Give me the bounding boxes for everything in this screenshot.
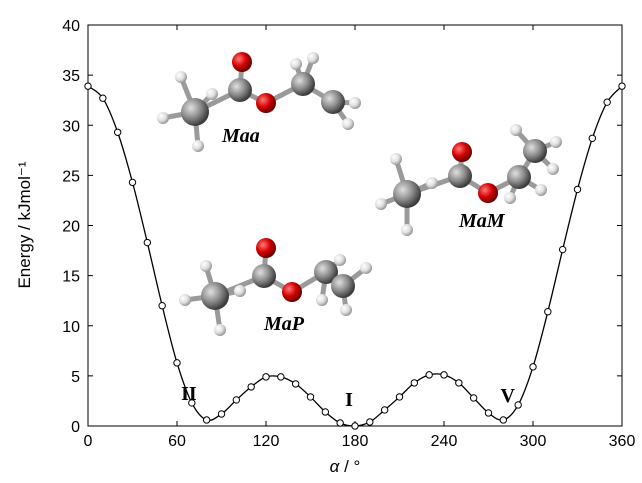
data-point [277, 373, 285, 381]
data-point [410, 379, 419, 387]
data-point [618, 82, 626, 90]
data-point [588, 134, 597, 142]
molecule-map [179, 238, 372, 336]
axis-ticks [87, 24, 623, 427]
conformer-label: V [501, 385, 516, 407]
y-tick-label: 15 [62, 269, 80, 286]
data-point [173, 359, 181, 367]
energy-curve [87, 85, 623, 427]
data-point [247, 383, 255, 391]
tick-labels: 0 60 120 180 240 300 360 0 5 10 15 20 25 30 35 40 [62, 18, 635, 450]
y-tick-label: 25 [62, 168, 80, 185]
data-point [321, 408, 330, 416]
data-point [455, 379, 463, 387]
data-point [84, 82, 92, 90]
data-point [188, 399, 196, 407]
x-tick-label: 240 [431, 433, 458, 450]
y-tick-label: 5 [71, 369, 80, 386]
data-point [469, 394, 478, 402]
y-tick-label: 20 [62, 219, 80, 236]
data-point [128, 178, 137, 187]
y-tick-label: 35 [62, 68, 80, 85]
data-point [395, 393, 404, 401]
conformer-label: I [345, 389, 353, 411]
data-point [351, 422, 359, 430]
data-point [99, 94, 107, 102]
data-point [514, 401, 522, 409]
y-tick-label: 10 [62, 319, 80, 336]
data-point [217, 410, 226, 418]
molecule-maa [157, 52, 361, 152]
y-tick-label: 40 [62, 18, 80, 35]
data-point [558, 245, 567, 254]
data-point [440, 371, 448, 379]
x-axis-unit: / ° [339, 457, 360, 476]
x-tick-label: 360 [609, 433, 636, 450]
data-point [291, 380, 300, 388]
x-tick-label: 0 [84, 433, 93, 450]
data-point [158, 302, 166, 310]
x-tick-label: 60 [168, 433, 186, 450]
x-axis-symbol: α [330, 457, 341, 476]
data-points [84, 82, 626, 430]
data-point [603, 98, 611, 106]
data-point [529, 363, 537, 371]
molecule-label-map: MaP [263, 313, 305, 335]
molecule-label-mam: MaM [458, 210, 506, 232]
data-point [232, 396, 241, 404]
data-point [425, 371, 433, 379]
y-tick-label: 30 [62, 118, 80, 135]
conformer-labels: II I V [181, 383, 515, 411]
y-axis-title: Energy / kJmol⁻¹ [15, 161, 34, 288]
data-point [544, 308, 552, 316]
x-axis-title: α / ° [330, 457, 361, 476]
data-point [113, 128, 122, 136]
data-point [143, 238, 152, 247]
data-point [366, 418, 374, 426]
y-tick-label: 0 [71, 419, 80, 436]
data-point [262, 373, 270, 381]
data-point [306, 393, 315, 401]
x-tick-label: 300 [520, 433, 547, 450]
plot-frame [87, 24, 623, 427]
data-point [573, 185, 582, 194]
molecule-structures [157, 52, 562, 336]
x-tick-label: 120 [253, 433, 280, 450]
molecule-mam [375, 124, 562, 236]
data-point [380, 406, 389, 414]
data-point [499, 416, 508, 424]
data-point [202, 416, 211, 424]
conformer-label: II [181, 383, 197, 405]
molecule-label-maa: Maa [221, 125, 260, 147]
data-point [336, 419, 344, 427]
data-point [484, 409, 493, 417]
x-tick-label: 180 [342, 433, 369, 450]
